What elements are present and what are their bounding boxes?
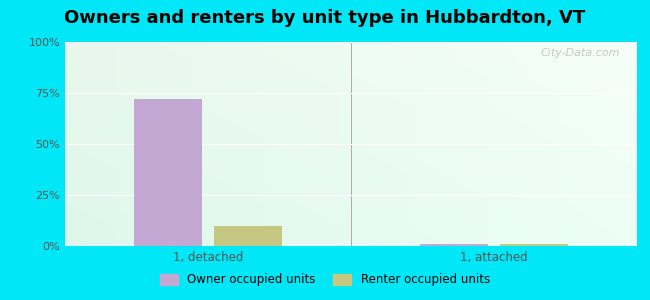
Bar xyxy=(214,226,282,246)
Text: Owners and renters by unit type in Hubbardton, VT: Owners and renters by unit type in Hubba… xyxy=(64,9,586,27)
Bar xyxy=(420,244,488,246)
Bar xyxy=(500,244,568,246)
Text: City-Data.com: City-Data.com xyxy=(540,48,620,58)
Legend: Owner occupied units, Renter occupied units: Owner occupied units, Renter occupied un… xyxy=(155,269,495,291)
Bar xyxy=(134,99,202,246)
